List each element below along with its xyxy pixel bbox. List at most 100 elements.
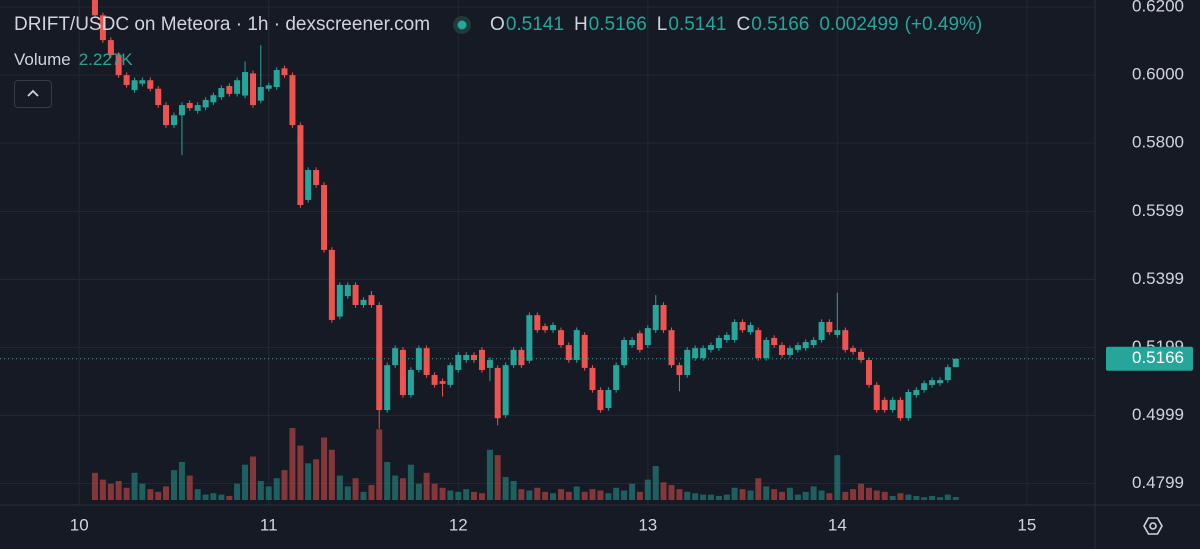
volume-bar [423,472,430,500]
volume-bar [573,486,580,500]
candle-body [778,345,785,355]
volume-bar [234,483,241,500]
candle-body [755,330,762,359]
volume-bar [447,490,454,500]
volume-bar [257,480,264,500]
volume-bar [439,487,446,500]
header: DRIFT/USDC on Meteora · 1h · dexscreener… [14,14,982,36]
candle-body [921,383,928,390]
candle-body [692,348,699,359]
candle-body [376,304,383,411]
collapse-button[interactable] [14,80,52,108]
candle-body [684,349,691,376]
candle-body [629,340,636,346]
volume-bar [723,494,730,500]
volume-bar [289,428,296,500]
volume-label: Volume [14,50,71,69]
volume-bar [336,475,343,500]
candle-body [786,348,793,355]
candle-body [218,88,225,98]
x-tick-label: 14 [828,515,847,534]
candle-body [858,351,865,361]
ohlc-key: L [656,14,668,35]
volume-bar [202,494,209,500]
candle-body [510,349,517,366]
volume-bar [557,489,564,500]
volume-bar [328,449,335,500]
candle-body [739,321,746,331]
volume-bar [810,486,817,500]
volume-bar [170,470,177,500]
volume-bar [700,494,707,500]
y-tick-label: 0.6000 [1132,65,1184,84]
change-value: 0.002499 [819,14,899,35]
candle-body [534,315,541,331]
candles [0,0,1095,429]
volume-bar [99,479,106,500]
candle-body [297,125,304,206]
volume-bar [321,437,328,500]
candle-body [163,105,170,126]
volume-bar [731,487,738,500]
volume-bar [344,486,351,500]
volume-bar [818,490,825,500]
volume-bar [881,491,888,500]
ohlc-key: O [490,14,505,35]
volume-bar [771,489,778,500]
volume-bar [589,489,596,500]
candle-body [526,315,533,361]
candle-body [826,321,833,333]
volume-bar [944,494,951,500]
volume-bar [178,461,185,500]
candle-body [328,249,335,320]
volume-bar [297,445,304,500]
volume-bar [897,493,904,500]
volume-bar [873,490,880,500]
volume-value: 2.227K [78,50,133,69]
volume-bar [644,479,651,500]
candle-body [952,358,959,368]
candle-body [99,15,106,41]
candle-body [542,326,549,331]
candle-body [557,330,564,346]
volume-bar [565,491,572,500]
volume-bar [613,487,620,500]
volume-bar [368,485,375,500]
volume-bar [865,487,872,500]
y-tick-label: 0.4799 [1132,473,1184,492]
candle-body [415,348,422,370]
candle-body [336,284,343,317]
candle-body [676,365,683,376]
volume-bar [676,489,683,500]
candle-body [929,380,936,385]
volume-bar [794,494,801,500]
volume-bar [352,478,359,500]
settings-icon[interactable] [1143,517,1163,535]
candle-body [423,348,430,376]
volume-bar [392,475,399,500]
candle-body [889,399,896,411]
volume-bar [123,487,130,500]
candle-body [652,304,659,331]
x-tick-label: 12 [449,515,468,534]
candle-body [573,330,580,361]
ohlc-value: 0.5141 [505,14,564,35]
candle-body [115,55,122,76]
volume-bar [360,491,367,500]
volume-bar [913,495,920,500]
volume-bar [842,491,849,500]
volume-bar [597,490,604,500]
y-tick-label: 0.6200 [1132,0,1184,16]
candle-body [565,345,572,361]
candle-body [944,367,951,381]
change-pct: (+0.49%) [904,14,983,35]
volume-bar [707,494,714,500]
volume-bar [858,483,865,500]
axes: 0.47990.49990.51990.53990.55990.58000.60… [70,0,1193,534]
candle-body [700,348,707,359]
candle-body [621,340,628,366]
volume-bar [399,478,406,500]
candle-body [313,170,320,185]
y-tick-label: 0.5800 [1132,133,1184,152]
